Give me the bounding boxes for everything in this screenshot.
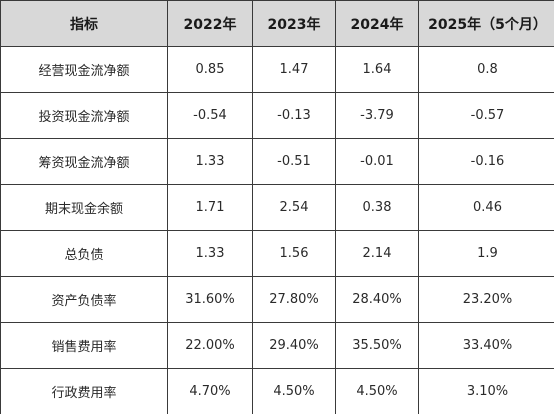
row-label: 资产负债率 xyxy=(0,276,168,323)
row-label: 期末现金余额 xyxy=(0,184,168,231)
cell-value: 31.60% xyxy=(167,276,253,323)
cell-value: 22.00% xyxy=(167,322,253,369)
cell-value: -3.79 xyxy=(335,92,419,139)
cell-value: 28.40% xyxy=(335,276,419,323)
cell-value: 33.40% xyxy=(418,322,554,369)
table-row: 资产负债率 31.60% 27.80% 28.40% 23.20% xyxy=(0,276,554,323)
cell-value: -0.16 xyxy=(418,138,554,185)
cell-value: -0.51 xyxy=(252,138,336,185)
cell-value: 29.40% xyxy=(252,322,336,369)
row-label: 销售费用率 xyxy=(0,322,168,369)
cell-value: 4.50% xyxy=(335,368,419,414)
cell-value: -0.01 xyxy=(335,138,419,185)
cell-value: 1.33 xyxy=(167,230,253,277)
cell-value: 3.10% xyxy=(418,368,554,414)
table-row: 行政费用率 4.70% 4.50% 4.50% 3.10% xyxy=(0,368,554,414)
cell-value: -0.54 xyxy=(167,92,253,139)
table-header-row: 指标 2022年 2023年 2024年 2025年（5个月） xyxy=(0,0,554,47)
row-label: 行政费用率 xyxy=(0,368,168,414)
row-label: 经营现金流净额 xyxy=(0,46,168,93)
cell-value: 35.50% xyxy=(335,322,419,369)
cell-value: 1.47 xyxy=(252,46,336,93)
table-row: 销售费用率 22.00% 29.40% 35.50% 33.40% xyxy=(0,322,554,369)
header-2025-5-months: 2025年（5个月） xyxy=(418,0,554,47)
header-metric: 指标 xyxy=(0,0,168,47)
cell-value: 2.54 xyxy=(252,184,336,231)
cell-value: 23.20% xyxy=(418,276,554,323)
cell-value: 0.38 xyxy=(335,184,419,231)
cell-value: 4.70% xyxy=(167,368,253,414)
table-row: 筹资现金流净额 1.33 -0.51 -0.01 -0.16 xyxy=(0,138,554,185)
table-row: 经营现金流净额 0.85 1.47 1.64 0.8 xyxy=(0,46,554,93)
table-row: 期末现金余额 1.71 2.54 0.38 0.46 xyxy=(0,184,554,231)
cell-value: 0.85 xyxy=(167,46,253,93)
cell-value: 4.50% xyxy=(252,368,336,414)
cell-value: 1.33 xyxy=(167,138,253,185)
cell-value: 2.14 xyxy=(335,230,419,277)
row-label: 筹资现金流净额 xyxy=(0,138,168,185)
cell-value: 1.9 xyxy=(418,230,554,277)
cell-value: -0.13 xyxy=(252,92,336,139)
cell-value: 1.56 xyxy=(252,230,336,277)
cell-value: 0.8 xyxy=(418,46,554,93)
row-label: 总负债 xyxy=(0,230,168,277)
row-label: 投资现金流净额 xyxy=(0,92,168,139)
table-row: 投资现金流净额 -0.54 -0.13 -3.79 -0.57 xyxy=(0,92,554,139)
cell-value: 1.64 xyxy=(335,46,419,93)
header-2024: 2024年 xyxy=(335,0,419,47)
header-2022: 2022年 xyxy=(167,0,253,47)
cell-value: 0.46 xyxy=(418,184,554,231)
cell-value: -0.57 xyxy=(418,92,554,139)
table-row: 总负债 1.33 1.56 2.14 1.9 xyxy=(0,230,554,277)
header-2023: 2023年 xyxy=(252,0,336,47)
cell-value: 27.80% xyxy=(252,276,336,323)
cell-value: 1.71 xyxy=(167,184,253,231)
